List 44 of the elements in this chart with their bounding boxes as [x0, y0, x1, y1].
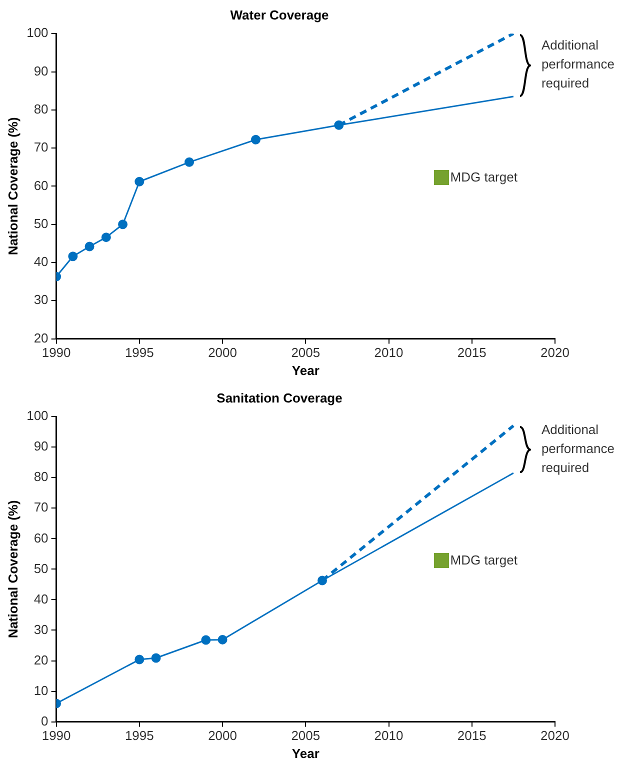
x-tick-label: 2000	[208, 345, 237, 360]
x-tick-label: 1990	[42, 728, 71, 744]
x-tick-label: 2015	[457, 728, 486, 744]
y-tick-label: 30	[34, 622, 48, 637]
y-tick-label: 0	[41, 713, 48, 728]
x-tick-label: 2010	[374, 345, 404, 360]
annotation: Additional performance required	[541, 422, 614, 475]
x-tick-label: 1990	[42, 345, 71, 360]
x-axis-title: Year	[292, 746, 320, 761]
y-tick-label: 90	[34, 438, 48, 454]
y-tick-label: 70	[34, 140, 48, 155]
y-tick-label: 70	[34, 500, 48, 515]
y-tick-label: 20	[34, 330, 48, 346]
annotation: MDG target	[450, 552, 518, 568]
y-tick-label: 60	[34, 530, 48, 546]
x-tick-label: 2010	[374, 728, 404, 744]
x-tick-label: 2005	[291, 728, 320, 744]
x-tick-label: 2005	[291, 345, 320, 360]
y-axis-title: National Coverage (%)	[5, 117, 20, 256]
chart-title: Sanitation Coverage	[216, 390, 342, 406]
x-tick-label: 1995	[124, 345, 154, 360]
x-axis-title: Year	[292, 362, 320, 378]
y-tick-label: 100	[26, 25, 48, 40]
x-tick-label: 2020	[540, 345, 570, 360]
y-tick-label: 40	[34, 591, 48, 606]
y-tick-label: 50	[34, 560, 48, 576]
y-tick-label: 100	[26, 408, 48, 424]
annotation: Additional performance required	[541, 38, 614, 91]
y-axis-title: National Coverage (%)	[5, 500, 20, 638]
y-tick-label: 10	[34, 682, 48, 698]
y-tick-label: 80	[34, 469, 48, 484]
x-tick-label: 1995	[124, 728, 154, 744]
y-tick-label: 80	[34, 101, 48, 116]
y-tick-label: 40	[34, 254, 48, 270]
y-tick-label: 90	[34, 63, 48, 78]
annotation: MDG target	[450, 170, 518, 185]
x-tick-label: 2015	[457, 345, 486, 360]
y-tick-label: 60	[34, 178, 48, 193]
x-tick-label: 2000	[208, 728, 237, 744]
y-tick-label: 30	[34, 292, 48, 308]
chart-title: Water Coverage	[230, 7, 329, 22]
y-tick-label: 50	[34, 216, 48, 231]
x-tick-label: 2020	[540, 728, 570, 744]
y-tick-label: 20	[34, 652, 48, 668]
